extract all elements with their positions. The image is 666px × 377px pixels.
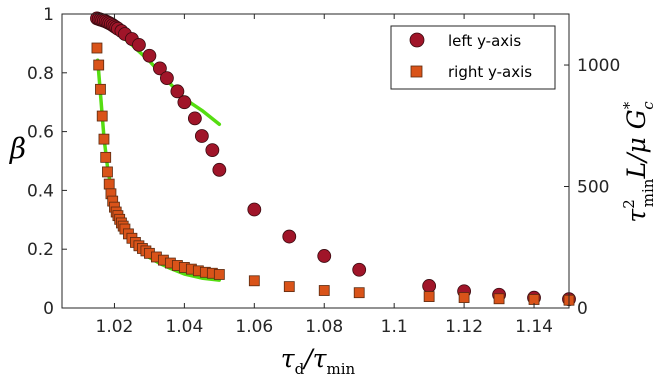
point-right-y-axis	[95, 83, 106, 95]
y-right-tick-label: 0	[577, 299, 588, 319]
x-tick-label: 1.1	[381, 317, 408, 337]
point-right-y-axis	[213, 269, 225, 280]
point-right-y-axis	[353, 287, 365, 299]
axis-ticks: 1.02 1.04 1.06 1.08 1.1 1.12 1.14 0 0.2 0.4 0.6 0.8…	[27, 5, 620, 337]
x-tick-label: 1.08	[305, 317, 343, 337]
legend-marker-circle	[409, 32, 425, 48]
point-left-y-axis	[422, 279, 437, 293]
y-left-tick-label: 0.8	[27, 64, 54, 84]
x-tick-label: 1.02	[96, 317, 134, 337]
point-left-y-axis	[317, 249, 332, 263]
point-right-y-axis	[93, 59, 105, 71]
y-left-tick-label: 1	[43, 5, 54, 25]
y-right-tick-label: 1000	[577, 56, 620, 76]
point-left-y-axis	[352, 262, 367, 277]
x-tick-label: 1.12	[445, 317, 483, 337]
y-left-tick-label: 0.2	[27, 240, 54, 260]
point-right-y-axis	[103, 178, 115, 190]
point-left-y-axis	[177, 95, 192, 110]
point-right-y-axis	[248, 275, 260, 287]
point-right-y-axis	[100, 151, 112, 163]
x-tick-label: 1.06	[235, 317, 273, 337]
point-right-y-axis	[98, 133, 110, 145]
y-left-tick-label: 0.6	[27, 123, 54, 143]
point-right-y-axis	[528, 294, 540, 305]
point-left-y-axis	[170, 84, 185, 99]
point-right-y-axis	[423, 291, 435, 302]
point-right-y-axis	[493, 293, 505, 305]
x-tick-label: 1.04	[165, 317, 203, 337]
point-right-y-axis	[102, 166, 113, 178]
point-right-y-axis	[91, 42, 103, 54]
point-left-y-axis	[153, 61, 167, 76]
x-tick-label: 1.14	[515, 317, 553, 337]
point-left-y-axis	[212, 162, 227, 177]
y-left-tick-label: 0	[43, 299, 54, 319]
point-right-y-axis	[283, 281, 295, 293]
point-left-y-axis	[187, 111, 202, 126]
y-left-axis-title: β	[9, 132, 26, 165]
point-right-y-axis	[318, 285, 330, 296]
point-left-y-axis	[282, 229, 297, 244]
legend-label-left: left y-axis	[448, 32, 521, 50]
x-axis-title: τd/τmin	[281, 344, 356, 377]
svg-text:τ2minL/μ G*c: τ2minL/μ G*c	[620, 101, 657, 223]
legend: left y-axis right y-axis	[390, 25, 556, 90]
y-right-tick-label: 500	[577, 178, 609, 198]
point-left-y-axis	[194, 129, 209, 143]
plot-frame	[61, 13, 570, 309]
point-left-y-axis	[205, 143, 220, 158]
legend-label-right: right y-axis	[448, 63, 532, 81]
point-left-y-axis	[132, 37, 146, 52]
y-right-axis-title: τ2minL/μ G*c	[620, 101, 657, 223]
point-right-y-axis	[96, 110, 108, 122]
svg-text:τd/τmin: τd/τmin	[281, 344, 356, 377]
point-left-y-axis	[159, 71, 174, 85]
legend-marker-square	[410, 65, 423, 78]
point-right-y-axis	[458, 292, 470, 303]
data-points	[90, 11, 576, 307]
point-left-y-axis	[142, 48, 157, 63]
point-left-y-axis	[247, 202, 262, 217]
y-left-tick-label: 0.4	[27, 181, 54, 201]
